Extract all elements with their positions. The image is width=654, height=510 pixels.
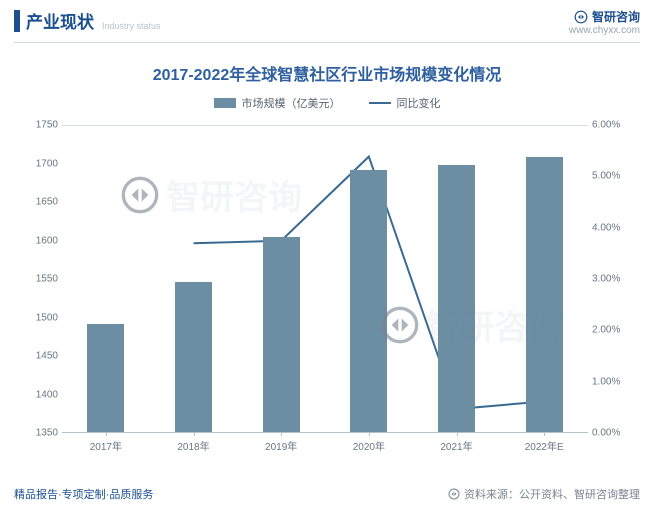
y-left-tick: 1600 [22,235,58,246]
y-left-tick: 1350 [22,428,58,439]
legend-swatch-line [369,102,391,104]
footer-left: 精品报告·专项定制·品质服务 [14,486,153,502]
brand-row: 智研咨询 [569,8,640,25]
x-tick: 2019年 [265,438,297,453]
legend-item-line: 同比变化 [369,95,441,111]
brand-url: www.chyxx.com [569,25,640,36]
y-right-tick: 3.00% [592,274,632,285]
y-right-tick: 5.00% [592,171,632,182]
footer: 精品报告·专项定制·品质服务 资料来源：公开资料、智研咨询整理 [0,480,654,510]
chart-plot [62,125,588,433]
bar [350,170,387,432]
header: 产业现状 Industry status 智研咨询 www.chyxx.com [0,0,654,40]
line-series-svg [62,126,588,432]
x-tick: 2021年 [440,438,472,453]
y-left-tick: 1500 [22,312,58,323]
y-right-tick: 1.00% [592,376,632,387]
y-right-tick: 4.00% [592,222,632,233]
y-right-tick: 6.00% [592,120,632,131]
bar [526,157,563,432]
y-right-tick: 0.00% [592,428,632,439]
x-tick: 2017年 [90,438,122,453]
x-tick: 2020年 [353,438,385,453]
brand-logo-icon [574,10,588,24]
y-left-tick: 1700 [22,158,58,169]
legend-item-bar: 市场规模（亿美元） [214,95,341,111]
chart-title: 2017-2022年全球智慧社区行业市场规模变化情况 [0,61,654,85]
brand-name: 智研咨询 [592,8,640,25]
y-right-tick: 2.00% [592,325,632,336]
brand-logo-icon [448,488,460,500]
section-title: 产业现状 [26,8,94,33]
bar [87,324,124,432]
y-left-tick: 1750 [22,120,58,131]
footer-right: 资料来源：公开资料、智研咨询整理 [448,486,640,502]
header-right: 智研咨询 www.chyxx.com [569,8,640,36]
header-left: 产业现状 Industry status [14,8,161,33]
legend-label-line: 同比变化 [397,95,441,111]
chart-area: 1350 1400 1450 1500 1550 1600 1650 1700 1750 0.00… [22,119,632,459]
x-tick: 2022年E [525,438,564,453]
chart-legend: 市场规模（亿美元） 同比变化 [0,95,654,111]
y-left-tick: 1650 [22,197,58,208]
header-divider [14,42,640,43]
legend-label-bar: 市场规模（亿美元） [242,95,341,111]
y-left-tick: 1550 [22,274,58,285]
section-accent-bar [14,10,20,32]
bar [175,282,212,432]
section-subtitle: Industry status [102,21,161,33]
legend-swatch-bar [214,98,236,108]
y-left-tick: 1400 [22,389,58,400]
bar [438,165,475,432]
x-tick: 2018年 [177,438,209,453]
y-left-tick: 1450 [22,351,58,362]
bar [263,237,300,432]
